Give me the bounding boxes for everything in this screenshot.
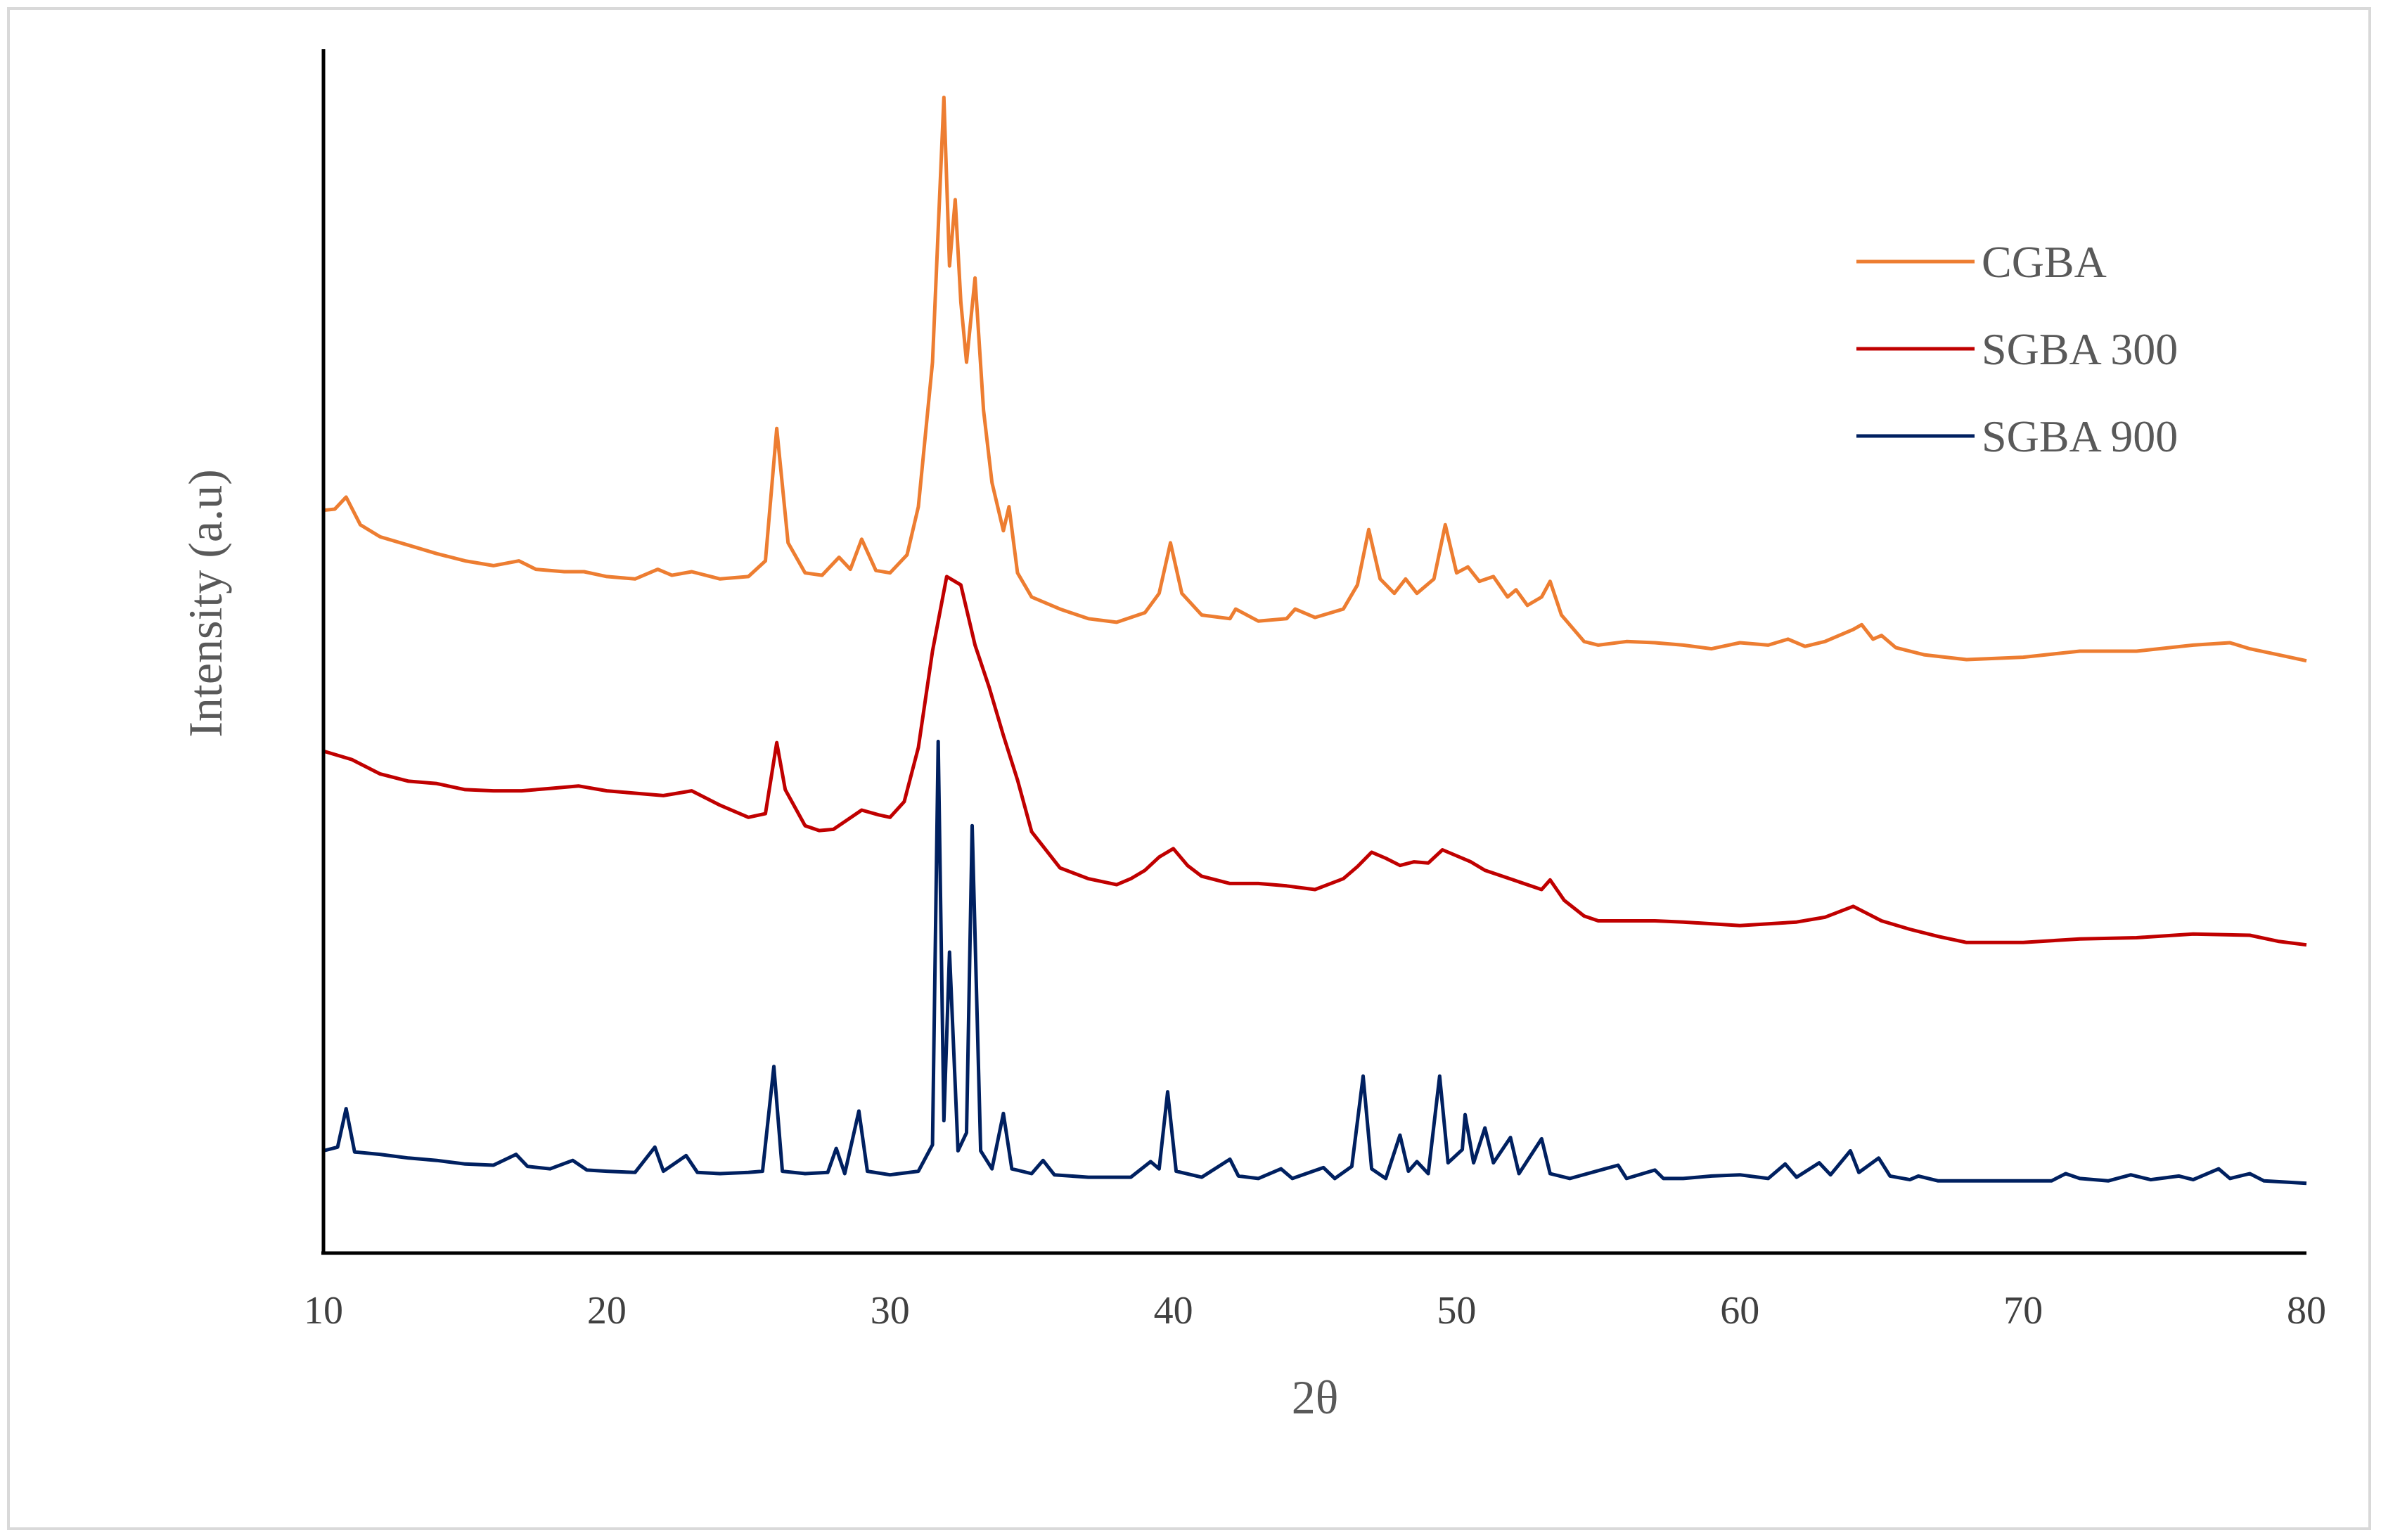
x-tick-label-70: 70 [2003,1289,2043,1333]
x-tick-label-10: 10 [304,1289,343,1333]
legend-label-sgba-900: SGBA 900 [1982,411,2178,461]
series-line-sgba-900 [323,739,2307,1186]
x-tick-labels: 10 20 30 40 50 60 70 80 [304,1289,2326,1333]
series-line-sgba-300 [323,575,2307,947]
x-tick-label-20: 20 [587,1289,627,1333]
y-axis-title: Intensity (a.u) [179,469,232,737]
x-tick-label-40: 40 [1154,1289,1193,1333]
x-tick-label-80: 80 [2287,1289,2326,1333]
x-tick-label-30: 30 [871,1289,910,1333]
legend-label-sgba-300: SGBA 300 [1982,324,2178,374]
x-tick-label-60: 60 [1720,1289,1759,1333]
x-tick-label-50: 50 [1437,1289,1476,1333]
x-axis-title: 2θ [1292,1371,1339,1424]
legend-label-cgba: CGBA [1982,237,2107,287]
chart-frame [7,7,2371,1530]
legend: CGBA SGBA 300 SGBA 900 [1856,237,2178,461]
series-line-cgba [323,96,2307,663]
series-layer [323,96,2307,1186]
